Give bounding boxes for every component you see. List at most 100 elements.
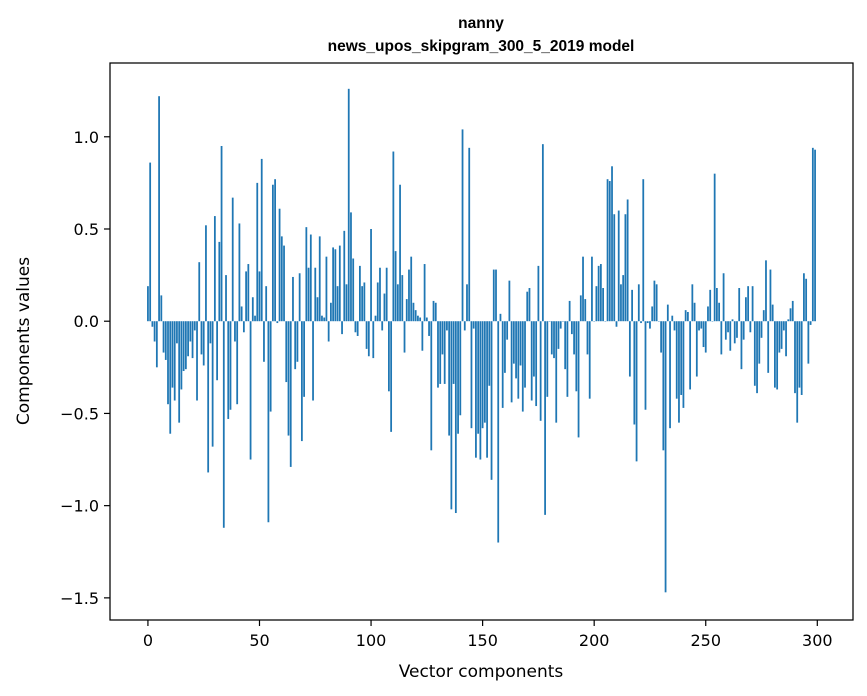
bar — [305, 227, 308, 322]
x-tick-label: 50 — [249, 631, 269, 650]
bar — [521, 321, 524, 412]
bar — [466, 284, 468, 322]
bar — [158, 96, 160, 322]
bar — [608, 181, 611, 322]
bar — [555, 321, 558, 423]
bar — [211, 321, 214, 447]
bar — [546, 321, 549, 397]
bar — [622, 275, 625, 322]
bar — [390, 321, 393, 432]
bar — [566, 321, 569, 397]
bar — [495, 269, 497, 322]
bar — [178, 321, 181, 423]
bar — [662, 321, 665, 451]
bar — [249, 321, 252, 460]
bar — [312, 321, 314, 401]
bar — [724, 321, 727, 340]
bar — [539, 321, 542, 421]
bar — [399, 184, 401, 322]
bar — [370, 228, 372, 322]
bar — [396, 284, 399, 322]
bar — [508, 280, 511, 322]
bar — [379, 267, 381, 322]
bar — [805, 278, 808, 322]
bar — [403, 321, 406, 353]
bar — [504, 321, 506, 373]
bar — [265, 286, 268, 322]
bar — [628, 321, 631, 377]
bar — [769, 269, 772, 322]
bar — [472, 321, 475, 329]
bar — [287, 321, 290, 436]
bar — [459, 321, 462, 416]
bar — [392, 151, 395, 322]
bar — [720, 321, 723, 355]
bar — [363, 282, 366, 322]
bar — [707, 306, 709, 322]
bar — [343, 230, 346, 322]
bar — [372, 321, 375, 359]
bar — [588, 321, 591, 399]
bar — [251, 297, 254, 322]
bar — [644, 321, 647, 410]
bar — [193, 321, 196, 331]
bar — [798, 321, 801, 388]
bar — [218, 241, 221, 322]
bar — [468, 147, 471, 322]
x-tick-label: 0 — [143, 631, 153, 650]
bar — [289, 321, 292, 467]
bar — [240, 306, 243, 322]
bar — [189, 321, 192, 342]
bar — [597, 265, 600, 322]
bar — [693, 302, 696, 322]
bar — [577, 321, 580, 438]
y-tick-label: −1.0 — [60, 497, 99, 516]
bar — [573, 321, 575, 355]
bar — [653, 280, 656, 322]
bar — [740, 321, 743, 370]
bar — [767, 321, 770, 373]
bar — [267, 321, 270, 523]
bar — [383, 293, 386, 322]
bar — [660, 321, 662, 353]
bar — [385, 267, 388, 322]
y-axis: −1.5 −1.0 −0.5 0.0 0.5 1.0 — [60, 128, 110, 608]
y-tick-label: 0.5 — [74, 220, 99, 239]
bar — [325, 256, 328, 322]
bar — [160, 295, 163, 322]
bar — [687, 311, 689, 322]
bar — [749, 321, 752, 333]
bar — [669, 321, 671, 429]
bar — [381, 321, 384, 331]
bar — [200, 321, 203, 355]
bar — [483, 321, 486, 423]
bar — [780, 321, 783, 349]
x-axis: 0 50 100 150 200 250 300 — [143, 620, 833, 650]
bar — [446, 321, 448, 331]
bar — [702, 321, 705, 348]
bar — [615, 321, 618, 327]
bar — [414, 310, 417, 322]
bar — [811, 147, 814, 322]
bar — [356, 321, 359, 336]
bar — [800, 321, 803, 395]
bar — [173, 321, 176, 401]
bar — [582, 256, 584, 322]
y-tick-label: −1.5 — [60, 589, 99, 608]
bar — [771, 304, 774, 322]
bar — [271, 184, 274, 322]
bar — [354, 321, 357, 333]
bar — [738, 288, 741, 322]
bar — [430, 321, 433, 451]
bar — [274, 179, 276, 322]
bar — [787, 319, 790, 322]
bar — [613, 214, 616, 322]
bar — [352, 258, 355, 322]
bar — [492, 269, 495, 322]
bar — [524, 321, 526, 388]
bar — [151, 321, 154, 327]
bar — [437, 321, 439, 388]
bar — [742, 321, 745, 340]
bar — [276, 321, 279, 324]
bar — [751, 286, 754, 322]
